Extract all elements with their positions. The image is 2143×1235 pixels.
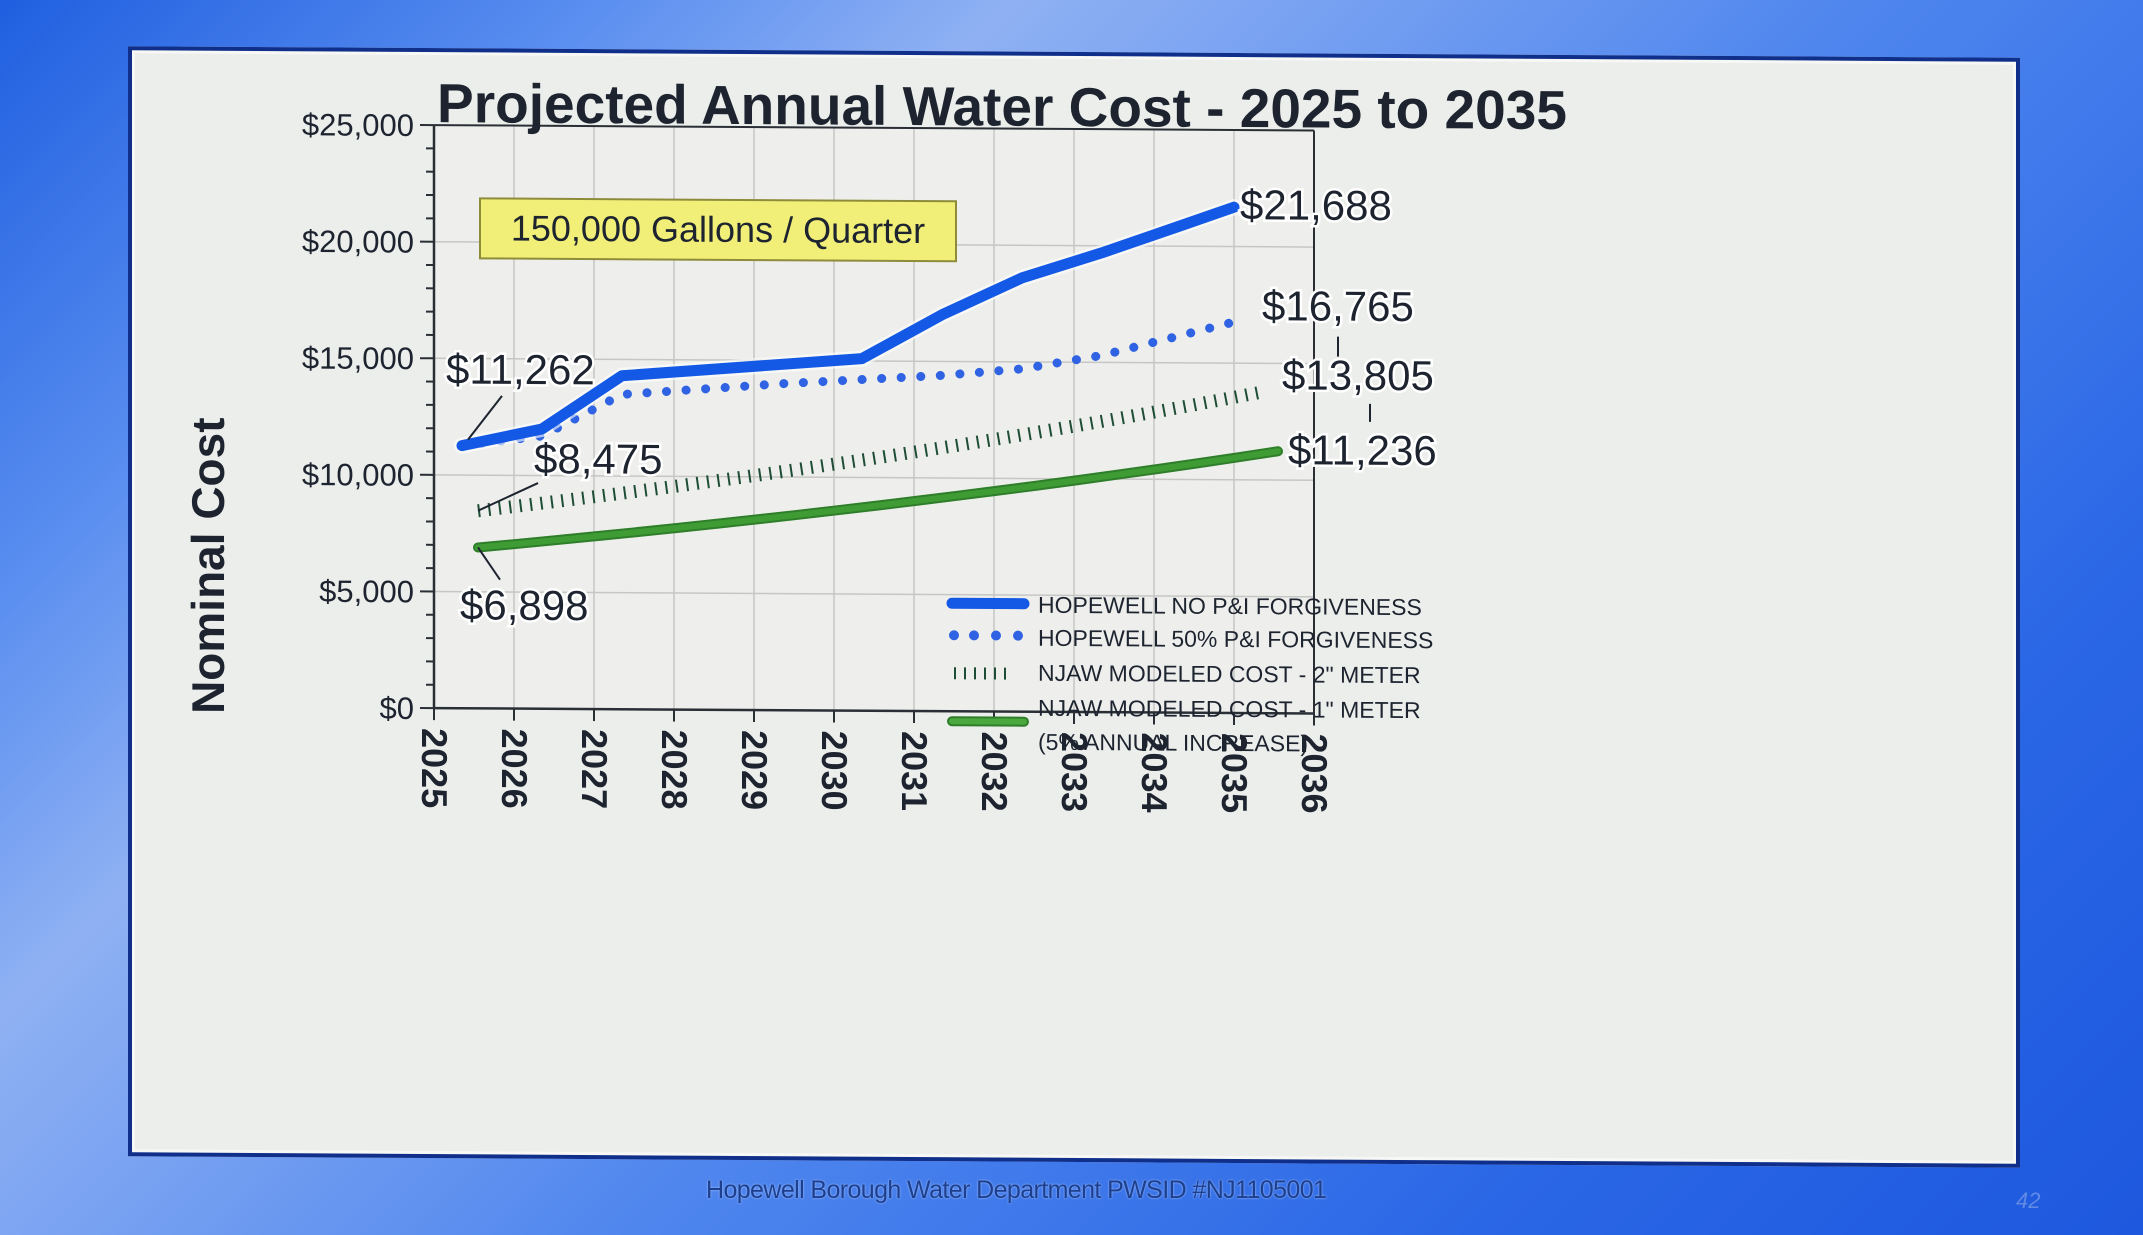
- chart-title: Projected Annual Water Cost - 2025 to 20…: [437, 72, 1567, 141]
- data-label-end-hopewell-no: $21,688: [1240, 181, 1392, 229]
- data-label-start-hopewell: $11,262: [446, 346, 595, 394]
- legend-item-njaw-2in: NJAW MODELED COST - 2" METER: [954, 660, 1421, 688]
- series-hopewell-no-line: [456, 201, 1240, 452]
- slide-footer: Hopewell Borough Water Department PWSID …: [706, 1176, 1327, 1204]
- y-tick-label: $15,000: [302, 340, 414, 376]
- legend-label: HOPEWELL NO P&I FORGIVENESS: [1038, 592, 1422, 620]
- x-tick-label: 2031: [894, 731, 935, 811]
- x-tick-label: 2027: [574, 729, 615, 809]
- data-label-end-njaw-2in: $13,805: [1282, 351, 1434, 399]
- page-number: 42: [2016, 1188, 2041, 1213]
- x-tick-label: 2028: [654, 729, 695, 809]
- x-tick-label: 2035: [1214, 733, 1255, 813]
- legend-label: NJAW MODELED COST - 2" METER: [1038, 660, 1421, 688]
- data-label-start-njaw-1in: $6,898: [460, 581, 588, 629]
- x-tick-label: 2026: [494, 728, 535, 808]
- plot-background: [434, 125, 1314, 714]
- slide-panel: $0 $5,000 $10,000 $15,000 $20,000 $25,000 2025…: [128, 46, 2020, 1168]
- leader-line-11262: [467, 395, 503, 441]
- y-tick-label: $0: [380, 691, 414, 726]
- legend-item-njaw-1in: NJAW MODELED COST - 1" METER (5% ANNUAL …: [947, 695, 1421, 757]
- series-layer: [454, 199, 1283, 553]
- legend: HOPEWELL NO P&I FORGIVENESS HOPEWELL 50%…: [946, 592, 1433, 757]
- data-labels: $11,262 $8,475 $6,898 $21,688 $16,765 $13,805…: [444, 179, 1440, 632]
- x-tick-label: 2033: [1054, 732, 1095, 812]
- y-tick-label: $25,000: [302, 107, 414, 143]
- x-tick-label: 2034: [1134, 732, 1175, 812]
- x-axis-line: [434, 706, 1314, 715]
- annotation-box: 150,000 Gallons / Quarter: [479, 197, 957, 263]
- annotation-text: 150,000 Gallons / Quarter: [511, 208, 925, 252]
- y-tick-label: $10,000: [302, 457, 414, 493]
- axes: $0 $5,000 $10,000 $15,000 $20,000 $25,000 2025…: [302, 107, 1335, 813]
- x-tick-label: 2032: [974, 731, 1015, 811]
- x-tick-label: 2036: [1294, 733, 1335, 813]
- data-label-start-njaw-2in: $8,475: [534, 435, 662, 483]
- legend-item-hopewell-no-forgiveness: HOPEWELL NO P&I FORGIVENESS: [946, 592, 1422, 620]
- legend-label: (5% ANNUAL INCREASE): [1038, 729, 1308, 757]
- data-label-end-hopewell-50: $16,765: [1262, 282, 1414, 330]
- leader-line-8475: [477, 482, 539, 512]
- leader-line-6898: [477, 546, 501, 581]
- x-tick-label: 2029: [734, 730, 775, 810]
- series-njaw-1in-line: [475, 448, 1281, 551]
- x-tick-label: 2030: [814, 730, 855, 810]
- grid-line-horizontal: [434, 590, 1314, 598]
- y-tick-label: $20,000: [302, 224, 414, 260]
- line-chart: $0 $5,000 $10,000 $15,000 $20,000 $25,000 2025…: [182, 72, 1567, 814]
- y-axis-label: Nominal Cost: [182, 417, 234, 714]
- legend-label: NJAW MODELED COST - 1" METER: [1038, 695, 1421, 723]
- legend-label: HOPEWELL 50% P&I FORGIVENESS: [1038, 625, 1433, 653]
- grid-line-horizontal: [434, 474, 1314, 482]
- plot-top-border: [434, 124, 1314, 132]
- legend-item-hopewell-50-forgiveness: HOPEWELL 50% P&I FORGIVENESS: [949, 625, 1433, 653]
- x-tick-label: 2025: [414, 728, 455, 808]
- data-label-end-njaw-1in: $11,236: [1288, 426, 1437, 474]
- y-tick-label: $5,000: [319, 574, 414, 610]
